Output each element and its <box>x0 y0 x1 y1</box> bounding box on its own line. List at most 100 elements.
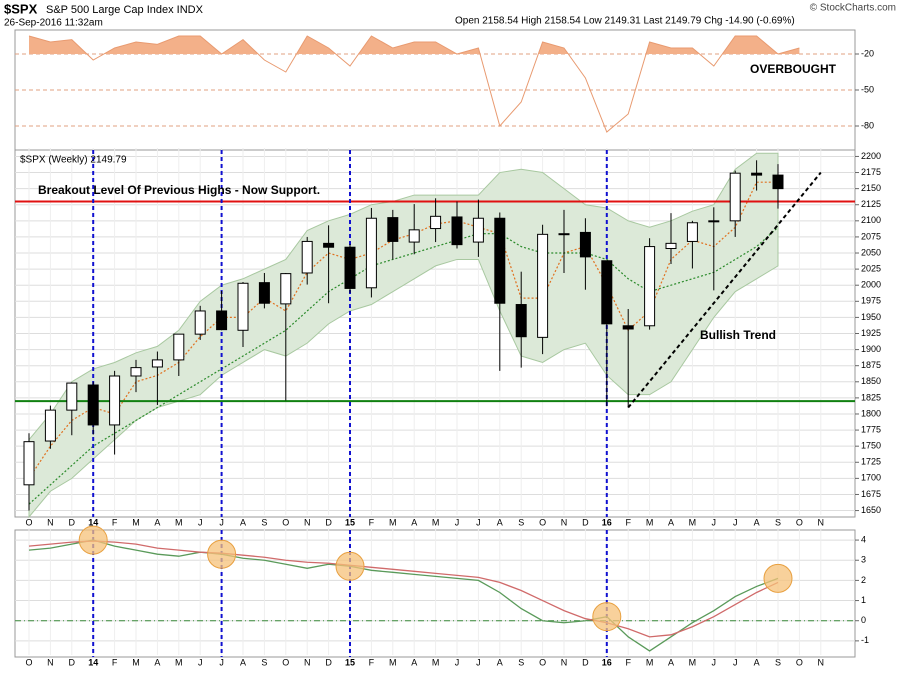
x-tick-label: A <box>497 517 503 527</box>
annotation: Bullish Trend <box>700 328 776 342</box>
x-tick-label: A <box>154 517 160 527</box>
x-tick-label: O <box>25 517 32 527</box>
x-tick-label: J <box>219 657 224 667</box>
highlight-circle <box>592 602 622 632</box>
y-tick-label: 2125 <box>861 199 881 209</box>
candle-body <box>23 441 35 486</box>
highlight-circle <box>207 539 237 569</box>
moving-average <box>28 181 778 479</box>
x-tick-label: A <box>154 657 160 667</box>
candle-body <box>323 242 335 248</box>
x-tick-label: A <box>240 657 246 667</box>
y-tick-label: 1700 <box>861 473 881 483</box>
x-tick-label: D <box>325 657 332 667</box>
y-tick-label: 0 <box>861 615 866 625</box>
x-tick-label: A <box>497 657 503 667</box>
moving-average <box>28 226 779 505</box>
highlight-circle <box>78 525 108 555</box>
x-tick-label: N <box>561 517 568 527</box>
candle-body <box>44 409 56 442</box>
x-tick-label: A <box>240 517 246 527</box>
indicator-line <box>28 35 800 133</box>
candle-body <box>173 333 185 361</box>
legend: $SPX (Weekly) 2149.79 <box>20 155 127 166</box>
candle-body <box>665 242 677 250</box>
x-tick-label: D <box>69 517 76 527</box>
candle-body <box>451 216 463 246</box>
x-tick-label: J <box>455 657 460 667</box>
x-tick-label: N <box>47 657 54 667</box>
y-tick-label: 1650 <box>861 505 881 515</box>
x-tick-label: N <box>818 517 825 527</box>
y-tick-label: 4 <box>861 534 866 544</box>
x-tick-label: A <box>754 657 760 667</box>
x-tick-label: 15 <box>345 657 355 667</box>
candle-body <box>344 246 356 289</box>
candle-body <box>686 222 698 242</box>
x-tick-label: 14 <box>88 657 98 667</box>
x-tick-label: S <box>775 517 781 527</box>
y-tick-label: 1725 <box>861 457 881 467</box>
x-tick-label: 14 <box>88 517 98 527</box>
x-tick-label: J <box>219 517 224 527</box>
y-tick-label: 1950 <box>861 312 881 322</box>
x-tick-label: F <box>625 517 631 527</box>
candle-body <box>151 359 163 368</box>
x-tick-label: N <box>304 657 311 667</box>
x-tick-label: S <box>261 517 267 527</box>
candle-body <box>537 233 549 338</box>
x-tick-label: M <box>646 657 654 667</box>
y-tick-label: 1900 <box>861 344 881 354</box>
candle-body <box>601 260 613 325</box>
x-tick-label: O <box>282 657 289 667</box>
x-tick-label: D <box>582 517 589 527</box>
oscillator-panel <box>14 529 856 658</box>
y-tick-label: 2050 <box>861 247 881 257</box>
candle-body <box>237 282 249 331</box>
x-tick-label: 15 <box>345 517 355 527</box>
candle-body <box>387 217 399 242</box>
y-tick-label: 3 <box>861 555 866 565</box>
candle-body <box>301 240 313 274</box>
y-tick-label: 1800 <box>861 408 881 418</box>
x-tick-label: J <box>476 517 481 527</box>
y-tick-label: 2150 <box>861 183 881 193</box>
y-tick-label: 1 <box>861 595 866 605</box>
x-tick-label: A <box>668 517 674 527</box>
x-tick-label: A <box>411 517 417 527</box>
y-tick-label: 1925 <box>861 328 881 338</box>
candle-body <box>558 233 570 236</box>
x-tick-label: M <box>432 517 440 527</box>
candle-body <box>87 384 99 426</box>
x-tick-label: N <box>818 657 825 667</box>
x-tick-label: J <box>198 517 203 527</box>
candle-body <box>130 367 142 377</box>
y-tick-label: -80 <box>861 120 874 130</box>
x-tick-label: O <box>25 657 32 667</box>
x-tick-label: 16 <box>602 517 612 527</box>
x-tick-label: A <box>411 657 417 667</box>
x-tick-label: M <box>389 657 397 667</box>
x-tick-label: O <box>796 517 803 527</box>
x-tick-label: M <box>689 517 697 527</box>
x-tick-label: M <box>175 517 183 527</box>
candle-body <box>408 229 420 243</box>
highlight-circle <box>335 551 365 581</box>
candle-body <box>751 172 763 176</box>
candle-body <box>644 246 656 327</box>
candle-body <box>430 215 442 230</box>
y-tick-label: 2000 <box>861 280 881 290</box>
annotation: OVERBOUGHT <box>750 62 837 76</box>
y-tick-label: -1 <box>861 635 869 645</box>
x-tick-label: S <box>261 657 267 667</box>
candle-body <box>515 304 527 338</box>
x-tick-label: J <box>733 517 738 527</box>
candle-body <box>280 273 292 305</box>
x-tick-label: S <box>775 657 781 667</box>
candle-body <box>494 217 506 304</box>
x-tick-label: M <box>132 657 140 667</box>
candle-body <box>579 231 591 258</box>
x-tick-label: F <box>369 657 375 667</box>
x-tick-label: N <box>47 517 54 527</box>
y-tick-label: 1825 <box>861 392 881 402</box>
